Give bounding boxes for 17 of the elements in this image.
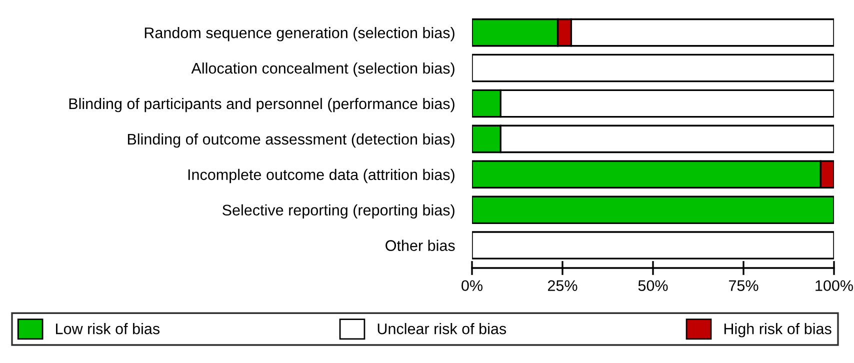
bar — [472, 54, 834, 82]
y-tick-label: Random sequence generation (selection bias) — [144, 27, 454, 42]
y-tick-label: Other bias — [386, 240, 455, 251]
y-tick-label: Blinding of participants and personnel (performance bias) — [69, 98, 454, 112]
bar — [472, 196, 834, 224]
legend-label: Unclear risk of bias — [378, 323, 506, 334]
y-tick-label: Incomplete outcome data (attrition bias) — [188, 168, 454, 184]
x-tick-label: 25% — [548, 280, 578, 292]
x-tick-label: 75% — [728, 280, 758, 292]
x-tick-label: 0% — [462, 280, 482, 292]
y-tick-label: Selective reporting (reporting bias) — [222, 204, 454, 219]
x-tick-label: 100% — [816, 280, 853, 292]
x-tick-label: 50% — [638, 280, 668, 292]
legend-label: High risk of bias — [724, 323, 832, 338]
y-tick-label: Allocation concealment (selection bias) — [191, 62, 454, 77]
y-tick-label: Blinding of outcome assessment (detection bias) — [128, 133, 454, 148]
legend-label: Low risk of bias — [56, 323, 160, 334]
